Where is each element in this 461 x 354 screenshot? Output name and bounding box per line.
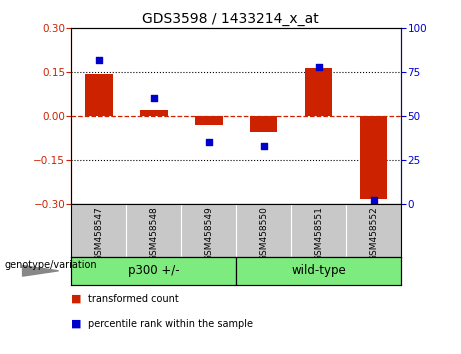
Text: GDS3598 / 1433214_x_at: GDS3598 / 1433214_x_at (142, 12, 319, 27)
Point (260, 143, 267, 149)
Text: transformed count: transformed count (88, 294, 178, 304)
Text: GSM458548: GSM458548 (149, 206, 159, 261)
Bar (305, 68, 332, 116)
Point (95, 57, 103, 63)
Text: GSM458552: GSM458552 (369, 206, 378, 261)
Text: GSM458551: GSM458551 (314, 206, 323, 261)
Bar (71, 257, 236, 285)
Point (205, 139, 213, 145)
Bar (250, 116, 278, 132)
Text: ■: ■ (71, 319, 82, 329)
Text: GSM458547: GSM458547 (95, 206, 103, 261)
Point (150, 96, 158, 101)
Text: percentile rank within the sample: percentile rank within the sample (88, 319, 253, 329)
Text: GSM458549: GSM458549 (204, 206, 213, 261)
Point (370, 197, 377, 203)
Bar (140, 110, 168, 116)
Bar (236, 257, 401, 285)
Polygon shape (23, 266, 59, 276)
Text: genotype/variation: genotype/variation (5, 261, 97, 270)
Bar (360, 116, 387, 199)
Bar (85, 74, 112, 116)
Bar (195, 116, 223, 125)
Text: p300 +/-: p300 +/- (128, 264, 180, 277)
Point (315, 64, 322, 70)
Text: GSM458550: GSM458550 (259, 206, 268, 261)
Text: ■: ■ (71, 294, 82, 304)
Text: wild-type: wild-type (291, 264, 346, 277)
